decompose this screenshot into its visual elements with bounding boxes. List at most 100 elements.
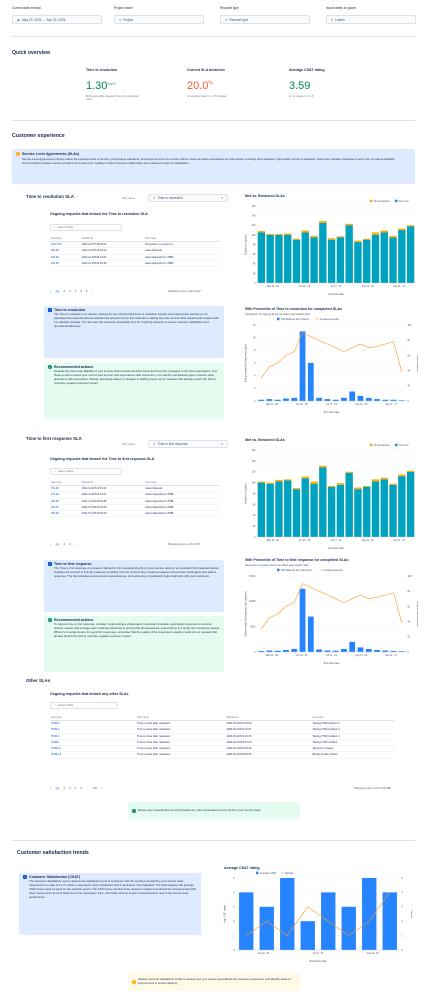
col-header[interactable]: SLA name bbox=[136, 715, 226, 722]
bar-value[interactable] bbox=[341, 648, 347, 652]
issue-key-link[interactable]: ITSM-11 bbox=[50, 745, 136, 753]
bar-value[interactable] bbox=[324, 650, 331, 652]
issue-key-link[interactable]: FSI-49 bbox=[50, 254, 81, 261]
col-header[interactable]: Started at bbox=[225, 715, 312, 722]
bar-value[interactable] bbox=[291, 397, 298, 401]
bar-sla-breached[interactable] bbox=[389, 235, 397, 238]
bar-value[interactable] bbox=[332, 399, 339, 401]
next-page-icon[interactable]: › bbox=[91, 289, 93, 293]
bar-sla-breached[interactable] bbox=[266, 233, 274, 235]
page-button[interactable]: 2 bbox=[63, 289, 66, 293]
bar-value[interactable] bbox=[274, 399, 281, 401]
line-series[interactable] bbox=[260, 332, 403, 379]
col-header[interactable]: Issue key bbox=[50, 715, 136, 722]
col-header[interactable]: Started at bbox=[80, 236, 144, 243]
issue-key-link[interactable]: FSI-49 bbox=[50, 491, 81, 499]
bar-sla-met[interactable] bbox=[371, 481, 380, 537]
bar-value[interactable] bbox=[398, 400, 405, 401]
bar-sla-breached[interactable] bbox=[389, 483, 397, 485]
issue-key-link[interactable]: FSI-52 bbox=[50, 510, 81, 518]
page-button[interactable]: 4 bbox=[74, 786, 77, 790]
bar-sla-breached[interactable] bbox=[371, 479, 380, 482]
bar-sla-met[interactable] bbox=[310, 237, 318, 283]
bar-sla-met[interactable] bbox=[284, 234, 292, 283]
bar-sla-met[interactable] bbox=[319, 222, 327, 283]
issue-key-link[interactable]: FASI-179 bbox=[50, 241, 81, 249]
date-filter[interactable]: ▦ May 22, 2023 → Sep 22, 2023 bbox=[12, 15, 102, 24]
bar-sla-met[interactable] bbox=[301, 478, 309, 537]
next-page-icon[interactable]: › bbox=[100, 786, 102, 790]
page-button[interactable]: 3 bbox=[69, 786, 71, 790]
bar-sla-met[interactable] bbox=[257, 232, 266, 283]
table-row[interactable]: FSI-51 2023-07-29T20:54:23 Asset disposal … bbox=[50, 504, 220, 512]
issue-key-link[interactable]: ITSM-5 bbox=[50, 720, 136, 728]
table-row[interactable]: FSI-48 2022-11-02T19:51:23 Asset disposal bbox=[50, 485, 220, 493]
bar-sla-met[interactable] bbox=[406, 471, 415, 537]
page-button[interactable]: 1 bbox=[54, 289, 60, 294]
page-button[interactable]: 3 bbox=[69, 289, 71, 293]
bar-value[interactable] bbox=[266, 650, 273, 652]
bar-sla-met[interactable] bbox=[336, 484, 345, 537]
bar-value[interactable] bbox=[258, 650, 265, 652]
bar-value[interactable] bbox=[382, 892, 397, 950]
line-series[interactable] bbox=[260, 583, 403, 630]
issue-key-link[interactable]: ITSM-3 bbox=[50, 733, 136, 740]
bar-sla-met[interactable] bbox=[284, 480, 292, 537]
col-header[interactable]: Summary bbox=[144, 480, 220, 487]
bar-sla-breached[interactable] bbox=[363, 238, 371, 240]
bar-value[interactable] bbox=[259, 906, 274, 950]
bar-value[interactable] bbox=[324, 399, 331, 401]
issue-key-link[interactable]: ITSM-1 bbox=[50, 739, 136, 747]
bar-sla-met[interactable] bbox=[292, 239, 301, 283]
ttfr-search-input[interactable]: ⌕ Search table bbox=[50, 468, 122, 475]
labels-filter[interactable]: ⚲ Labels bbox=[326, 15, 416, 24]
prev-page-icon[interactable]: ‹ bbox=[50, 542, 51, 546]
col-header[interactable]: Summary bbox=[143, 236, 220, 243]
bar-sla-breached[interactable] bbox=[380, 477, 388, 480]
bar-sla-met[interactable] bbox=[292, 489, 301, 537]
table-row[interactable]: FSI-50 2022-11-04T23:30:48 Asset disposal … bbox=[50, 498, 220, 505]
table-row[interactable]: ITSM-1 Time to close after resolution 2020… bbox=[50, 739, 394, 747]
col-header[interactable]: Issue key bbox=[50, 480, 81, 487]
bar-sla-breached[interactable] bbox=[319, 465, 327, 468]
next-page-icon[interactable]: › bbox=[74, 542, 76, 546]
bar-value[interactable] bbox=[307, 363, 314, 401]
bar-sla-breached[interactable] bbox=[354, 240, 362, 243]
issue-key-link[interactable]: FSI-48 bbox=[50, 485, 81, 493]
bar-value[interactable] bbox=[283, 649, 289, 652]
bar-sla-met[interactable] bbox=[363, 239, 371, 283]
bar-value[interactable] bbox=[365, 397, 372, 401]
bar-value[interactable] bbox=[291, 648, 298, 652]
issue-key-link[interactable]: FSI-51 bbox=[50, 504, 81, 512]
bar-value[interactable] bbox=[299, 331, 306, 401]
bar-value[interactable] bbox=[341, 397, 347, 401]
issue-key-link[interactable]: ITSM-4 bbox=[50, 726, 136, 734]
bar-value[interactable] bbox=[349, 391, 356, 402]
bar-sla-met[interactable] bbox=[345, 472, 353, 537]
page-button[interactable]: ... bbox=[85, 786, 89, 790]
bar-sla-breached[interactable] bbox=[406, 225, 415, 227]
table-row[interactable]: ITSM-11 Time to close after resolution 202… bbox=[50, 745, 394, 753]
bar-value[interactable] bbox=[390, 650, 397, 652]
bar-sla-met[interactable] bbox=[327, 486, 336, 537]
bar-sla-met[interactable] bbox=[354, 242, 362, 283]
table-row[interactable]: FSI-48 2022-11-02T19:51:23 Asset disposal bbox=[50, 247, 220, 255]
bar-sla-met[interactable] bbox=[363, 486, 371, 537]
bar-sla-met[interactable] bbox=[389, 484, 397, 537]
page-button[interactable]: 1 bbox=[54, 786, 60, 791]
issue-key-link[interactable]: FSI-50 bbox=[50, 498, 81, 505]
col-header[interactable]: Issue key bbox=[50, 236, 81, 243]
bar-sla-breached[interactable] bbox=[363, 485, 371, 487]
page-button[interactable]: 6 bbox=[85, 289, 88, 293]
page-button[interactable]: 5 bbox=[80, 786, 82, 790]
bar-sla-met[interactable] bbox=[266, 234, 274, 283]
bar-sla-breached[interactable] bbox=[275, 479, 283, 482]
bar-sla-breached[interactable] bbox=[380, 230, 388, 233]
bar-value[interactable] bbox=[341, 906, 356, 950]
col-header[interactable]: Started at bbox=[80, 480, 145, 487]
table-row[interactable]: ITSM-3 Time to close after resolution 2020… bbox=[50, 733, 394, 740]
bar-sla-breached[interactable] bbox=[327, 485, 336, 487]
col-header[interactable]: Summary bbox=[311, 715, 394, 722]
ttr-sla-select[interactable]: ⚲ Time to resolution ▾ bbox=[148, 194, 228, 202]
table-row[interactable]: ITSM-5 Time to close after resolution 2020… bbox=[50, 720, 394, 728]
